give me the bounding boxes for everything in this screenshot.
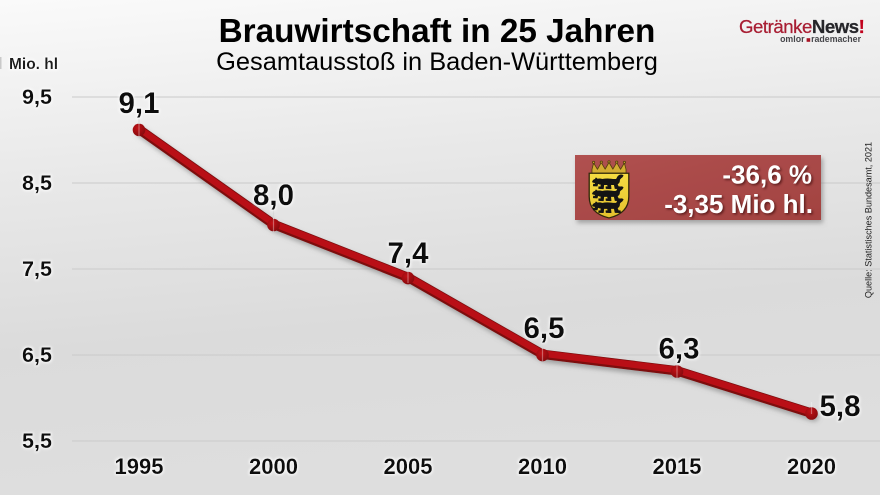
svg-text:Gesamtausstoß in Baden-Württem: Gesamtausstoß in Baden-Württemberg bbox=[216, 48, 658, 76]
svg-text:-36,6 %: -36,6 % bbox=[722, 160, 812, 190]
svg-text:9,5: 9,5 bbox=[22, 85, 52, 109]
svg-text:2000: 2000 bbox=[249, 454, 298, 479]
svg-text:8,0: 8,0 bbox=[253, 179, 294, 212]
svg-text:7,4: 7,4 bbox=[387, 237, 429, 270]
svg-text:5,5: 5,5 bbox=[22, 429, 52, 453]
svg-text:9,1: 9,1 bbox=[118, 87, 159, 120]
svg-text:8,5: 8,5 bbox=[22, 171, 52, 195]
svg-text:Quelle: Statistisches Bundesam: Quelle: Statistisches Bundesamt, 2021 bbox=[864, 142, 874, 298]
svg-text:2020: 2020 bbox=[787, 454, 836, 479]
svg-text:rademacher: rademacher bbox=[811, 34, 861, 44]
svg-text:5,8: 5,8 bbox=[819, 390, 860, 423]
svg-text:Mio. hl: Mio. hl bbox=[9, 56, 58, 73]
svg-text:1995: 1995 bbox=[115, 454, 164, 479]
svg-text:Brauwirtschaft in 25 Jahren: Brauwirtschaft in 25 Jahren bbox=[219, 13, 656, 50]
svg-text:6,3: 6,3 bbox=[658, 333, 699, 366]
svg-text:-3,35 Mio hl.: -3,35 Mio hl. bbox=[664, 189, 813, 219]
svg-text:2005: 2005 bbox=[384, 454, 433, 479]
svg-text:6,5: 6,5 bbox=[22, 343, 52, 367]
svg-text:2010: 2010 bbox=[518, 454, 567, 479]
svg-text:6,5: 6,5 bbox=[523, 312, 564, 345]
svg-text:omlor: omlor bbox=[780, 34, 805, 44]
svg-text:2015: 2015 bbox=[653, 454, 702, 479]
svg-text:7,5: 7,5 bbox=[22, 257, 52, 281]
svg-text:GetränkeNews!: GetränkeNews! bbox=[739, 16, 864, 37]
